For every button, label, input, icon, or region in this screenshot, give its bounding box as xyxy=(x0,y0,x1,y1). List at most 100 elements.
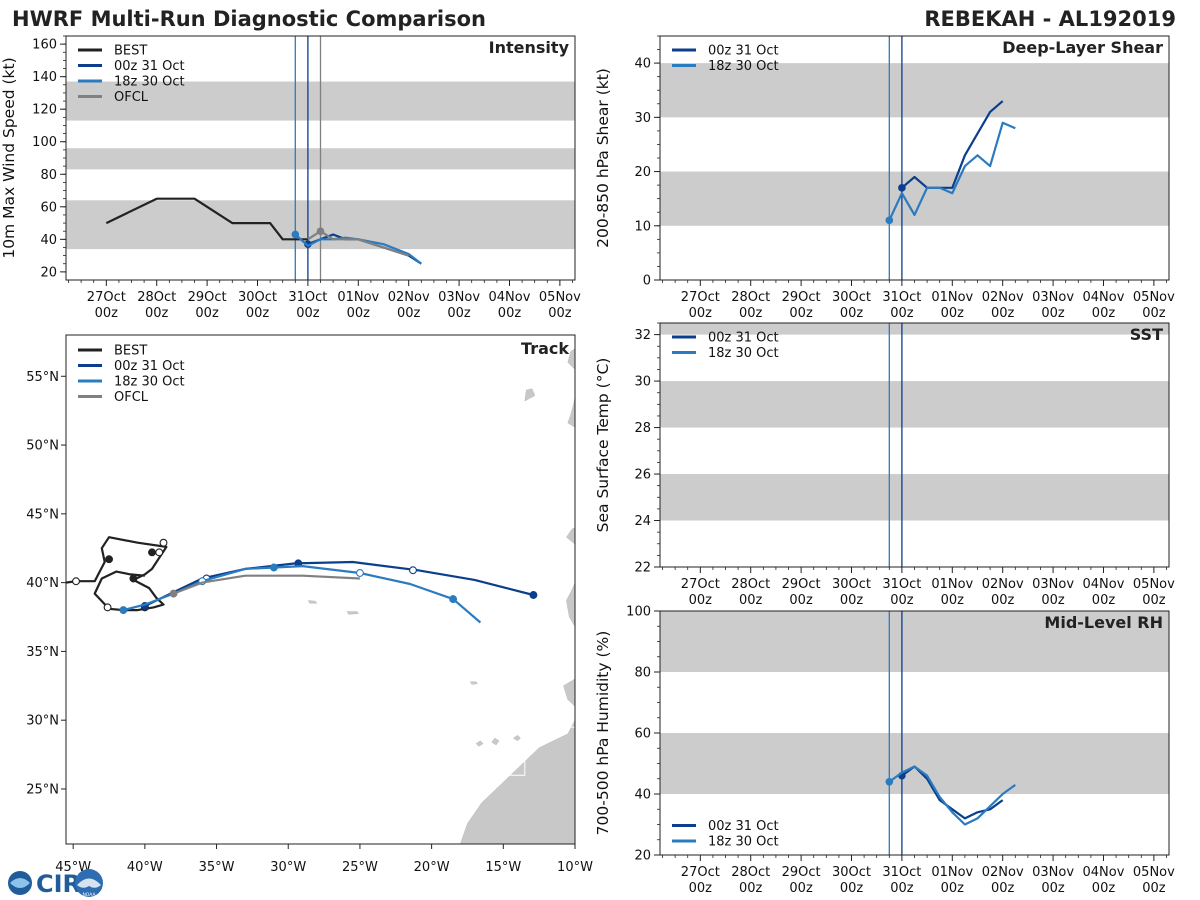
shear-marker-18z-30-oct xyxy=(885,216,894,225)
intensity-xtick-hour: 00z xyxy=(548,306,572,321)
sst-xtick-date: 30Oct xyxy=(832,577,871,592)
sst-ytick-label: 32 xyxy=(634,328,651,343)
sst-xtick-hour: 00z xyxy=(991,593,1015,608)
shear-ytick-label: 0 xyxy=(643,274,651,289)
track-marker-ofcl xyxy=(169,589,178,598)
intensity-xtick-date: 28Oct xyxy=(137,290,176,305)
azores-land-2 xyxy=(307,600,318,604)
intensity-ytick-label: 80 xyxy=(40,168,57,183)
shear-panel-title: Deep-Layer Shear xyxy=(1002,38,1163,57)
track-marker-best xyxy=(72,577,80,586)
rh-band-0 xyxy=(660,733,1169,794)
track-ytick-label: 50°N xyxy=(26,439,59,454)
intensity-xtick-hour: 00z xyxy=(145,306,169,321)
rh-band-1 xyxy=(660,611,1169,672)
sst-panel: 22242628303227Oct00z28Oct00z29Oct00z30Oc… xyxy=(594,322,1175,608)
track-legend-label-ofcl: OFCL xyxy=(114,390,149,405)
intensity-marker-00z-31-oct xyxy=(304,240,312,249)
intensity-ytick-label: 120 xyxy=(32,103,57,118)
track-ytick-label: 35°N xyxy=(26,645,59,660)
shear-ytick-label: 30 xyxy=(634,111,651,126)
shear-legend-label-00z-31-oct: 00z 31 Oct xyxy=(708,44,779,59)
sst-xtick-hour: 00z xyxy=(1142,593,1166,608)
canary-island-3 xyxy=(512,734,521,742)
track-ytick-label: 30°N xyxy=(26,714,59,729)
sst-xtick-hour: 00z xyxy=(890,593,914,608)
shear-ytick-label: 10 xyxy=(634,219,651,234)
intensity-xtick-hour: 00z xyxy=(347,306,371,321)
intensity-marker-ofcl xyxy=(316,227,325,235)
track-marker-00z-31-oct xyxy=(409,566,417,575)
sst-xtick-hour: 00z xyxy=(689,593,713,608)
shear-xtick-date: 27Oct xyxy=(681,290,720,305)
rh-xtick-hour: 00z xyxy=(1142,881,1166,896)
rh-panel-title: Mid-Level RH xyxy=(1044,613,1163,632)
track-marker-best xyxy=(148,548,156,557)
track-legend-label-best: BEST xyxy=(114,344,147,359)
track-frame xyxy=(65,334,576,845)
morocco-coast-land xyxy=(563,678,576,707)
track-marker-best xyxy=(105,555,113,564)
sst-xtick-hour: 00z xyxy=(789,593,813,608)
canary-island-2 xyxy=(475,740,484,747)
sst-ytick-label: 30 xyxy=(634,375,651,390)
sst-band-2 xyxy=(660,323,1169,335)
intensity-legend-label-ofcl: OFCL xyxy=(114,90,149,105)
intensity-xtick-hour: 00z xyxy=(447,306,471,321)
track-marker-18z-30-oct xyxy=(449,595,458,604)
track-xtick-label: 25°W xyxy=(342,860,378,875)
intensity-ylabel: 10m Max Wind Speed (kt) xyxy=(0,57,18,258)
track-series-ofcl xyxy=(173,574,360,595)
track-ytick-label: 45°N xyxy=(26,507,59,522)
rh-ytick-label: 20 xyxy=(634,849,651,864)
track-marker-00z-31-oct xyxy=(529,591,538,599)
rh-legend-label-00z-31-oct: 00z 31 Oct xyxy=(708,819,779,834)
intensity-ytick-label: 60 xyxy=(40,200,57,215)
shear-xtick-hour: 00z xyxy=(890,306,914,321)
rh-xtick-date: 30Oct xyxy=(832,865,871,880)
rh-xtick-date: 05Nov xyxy=(1133,865,1175,880)
sst-band-1 xyxy=(660,381,1169,428)
track-xtick-label: 40°W xyxy=(127,860,163,875)
intensity-xtick-hour: 00z xyxy=(296,306,320,321)
rh-xtick-date: 31Oct xyxy=(882,865,921,880)
track-marker-18z-30-oct xyxy=(355,569,364,577)
sst-ytick-label: 22 xyxy=(634,561,651,576)
figure-title: HWRF Multi-Run Diagnostic Comparison xyxy=(12,7,486,31)
shear-xtick-hour: 00z xyxy=(789,306,813,321)
intensity-xtick-hour: 00z xyxy=(397,306,421,321)
sst-xtick-date: 27Oct xyxy=(681,577,720,592)
rockall-land xyxy=(524,388,536,402)
sst-ytick-label: 26 xyxy=(634,468,651,483)
shear-xtick-date: 04Nov xyxy=(1083,290,1125,305)
shear-xtick-date: 30Oct xyxy=(832,290,871,305)
intensity-xtick-hour: 00z xyxy=(195,306,219,321)
shear-xtick-hour: 00z xyxy=(991,306,1015,321)
intensity-xtick-date: 05Nov xyxy=(539,290,581,305)
shear-panel: 01020304027Oct00z28Oct00z29Oct00z30Oct00… xyxy=(594,35,1175,321)
intensity-ytick-label: 100 xyxy=(32,135,57,150)
shear-band-1 xyxy=(660,63,1169,118)
intensity-xtick-date: 04Nov xyxy=(489,290,531,305)
azores-land-1 xyxy=(346,611,359,615)
rh-xtick-hour: 00z xyxy=(991,881,1015,896)
track-legend-label-18z-30-oct: 18z 30 Oct xyxy=(114,375,185,390)
sst-ytick-label: 28 xyxy=(634,421,651,436)
track-xtick-label: 20°W xyxy=(414,860,450,875)
sst-xtick-date: 05Nov xyxy=(1133,577,1175,592)
intensity-panel: 2040608010012014016027Oct00z28Oct00z29Oc… xyxy=(0,35,581,321)
rh-xtick-date: 04Nov xyxy=(1083,865,1125,880)
shear-series-00z-31-oct xyxy=(901,100,1004,189)
rh-series-18z-30-oct xyxy=(888,765,1016,826)
shear-xtick-hour: 00z xyxy=(689,306,713,321)
rh-marker-18z-30-oct xyxy=(885,778,894,786)
rh-xtick-hour: 00z xyxy=(1092,881,1116,896)
sst-xtick-hour: 00z xyxy=(840,593,864,608)
rh-xtick-hour: 00z xyxy=(941,881,965,896)
logo-subtext: NOAA xyxy=(82,892,96,898)
shear-marker-00z-31-oct xyxy=(898,184,906,192)
intensity-series-18z-30-oct xyxy=(294,233,422,265)
rh-xtick-hour: 00z xyxy=(1041,881,1065,896)
rh-xtick-date: 29Oct xyxy=(782,865,821,880)
